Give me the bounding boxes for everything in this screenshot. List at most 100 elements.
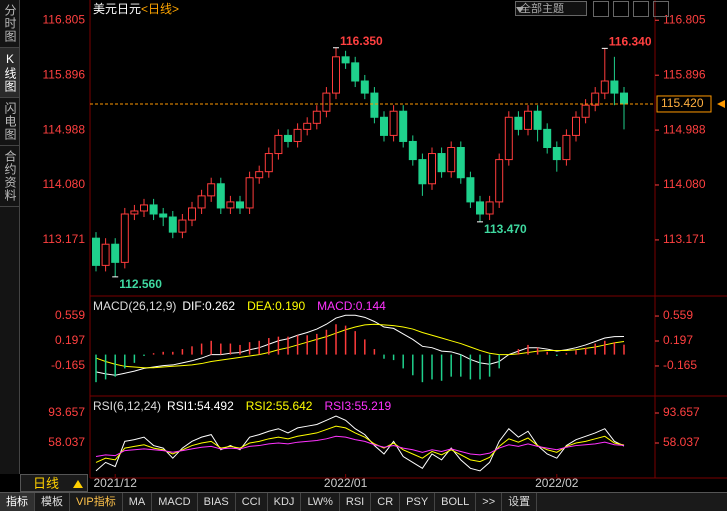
candle-body xyxy=(610,80,619,94)
series-line xyxy=(95,415,625,472)
candle-body xyxy=(360,80,369,94)
annotation-label: 113.470 xyxy=(484,222,527,236)
button[interactable] xyxy=(613,1,629,17)
candle-body xyxy=(524,110,532,130)
candle-body xyxy=(341,56,350,64)
toolbar-item[interactable]: CCI xyxy=(236,493,268,511)
candle-body xyxy=(207,183,216,197)
toolbar-item[interactable]: 设置 xyxy=(502,493,538,511)
y-tick-label: -0.165 xyxy=(663,358,697,372)
y-tick-label: 58.037 xyxy=(48,435,85,449)
window-buttons xyxy=(593,1,669,22)
x-tick-label: 2021/12 xyxy=(94,476,138,490)
toolbar-item[interactable]: 模板 xyxy=(35,493,70,511)
legend-entry: RSI1:54.492 xyxy=(167,399,234,413)
toolbar-item[interactable]: CR xyxy=(371,493,401,511)
toolbar-item[interactable]: BOLL xyxy=(435,493,477,511)
candle-body xyxy=(380,116,388,136)
annotation-label: 116.340 xyxy=(609,35,652,49)
chart-title: 美元日元 xyxy=(93,2,141,16)
candle-body xyxy=(572,116,580,136)
toolbar-item[interactable]: >> xyxy=(476,493,503,511)
candle-body xyxy=(312,110,321,124)
theme-select[interactable]: 全部主题 xyxy=(515,1,587,16)
series-line xyxy=(95,435,625,458)
period-label: 日线 xyxy=(33,476,60,491)
y-tick-label: 0.197 xyxy=(663,333,693,347)
toolbar-item[interactable]: MACD xyxy=(152,493,198,511)
period-tab[interactable]: 日线 xyxy=(20,474,88,492)
side-tab[interactable]: 闪电图 xyxy=(0,98,19,146)
candle-body xyxy=(437,153,446,173)
panel-title: MACD(26,12,9) xyxy=(93,299,176,313)
annotation-label: 116.350 xyxy=(340,34,383,48)
y-tick-label: 93.657 xyxy=(48,405,85,419)
candle-body xyxy=(514,116,523,130)
panel-title: RSI(6,12,24) xyxy=(93,399,161,413)
toolbar-item[interactable]: KDJ xyxy=(268,493,302,511)
sidebar: 分时图 K线图 闪电图 合约资料 xyxy=(0,0,20,474)
current-price-label: 115.420 xyxy=(661,96,704,110)
candle-body xyxy=(447,147,456,173)
button[interactable] xyxy=(633,1,649,17)
toolbar-item[interactable]: VIP指标 xyxy=(70,493,123,511)
candle-body xyxy=(168,216,177,233)
button[interactable] xyxy=(653,1,669,17)
chart: 116.805 116.805 115.896 115.896 114.988 114.9… xyxy=(43,0,727,490)
candle-body xyxy=(197,195,206,209)
legend-entry: DEA:0.190 xyxy=(247,299,305,313)
y-tick-label: 113.171 xyxy=(43,232,86,246)
candle-body xyxy=(428,153,436,185)
side-tab[interactable]: 合约资料 xyxy=(0,146,19,207)
legend-entry: RSI2:55.642 xyxy=(246,399,313,413)
y-tick-label: 116.805 xyxy=(663,12,706,26)
candle-body xyxy=(245,177,254,209)
candle-body xyxy=(130,210,139,215)
y-tick-label: 114.080 xyxy=(43,177,86,191)
button[interactable] xyxy=(593,1,609,17)
toolbar: 指标 模板 VIP指标 MA MACD BIAS CCI KDJ LW% RSI CR PSY BOLL… xyxy=(0,492,727,511)
annotation-label: 112.560 xyxy=(119,277,162,291)
candle-body xyxy=(408,140,417,161)
candle-body xyxy=(504,116,513,161)
candle-body xyxy=(226,201,235,209)
y-tick-label: 0.559 xyxy=(663,308,693,322)
y-tick-label: 116.805 xyxy=(43,12,86,26)
toolbar-item[interactable]: LW% xyxy=(301,493,340,511)
side-tab[interactable]: 分时图 xyxy=(0,0,19,48)
candle-body xyxy=(140,204,148,212)
candle-body xyxy=(178,219,187,233)
y-tick-label: 114.080 xyxy=(663,177,706,191)
candle-body xyxy=(399,110,408,142)
candle-body xyxy=(149,204,158,215)
candle-body xyxy=(303,122,312,130)
candle-body xyxy=(562,134,571,161)
candle-body xyxy=(370,92,379,118)
candle-body xyxy=(533,110,542,130)
candle-body xyxy=(274,134,283,155)
candle-body xyxy=(322,92,331,112)
toolbar-item[interactable]: PSY xyxy=(400,493,436,511)
y-tick-label: 115.896 xyxy=(43,67,86,81)
candle-body xyxy=(591,92,600,106)
caret xyxy=(516,7,524,13)
candle-body xyxy=(495,159,504,203)
candle-body xyxy=(620,92,628,105)
candle-body xyxy=(284,134,292,142)
toolbar-item[interactable]: MA xyxy=(123,493,153,511)
candle-body xyxy=(600,80,609,94)
side-tab[interactable]: K线图 xyxy=(0,48,19,98)
candle-body xyxy=(389,110,398,136)
candle-body xyxy=(159,213,168,218)
toolbar-item[interactable]: BIAS xyxy=(198,493,236,511)
y-tick-label: 115.896 xyxy=(663,67,706,81)
candle-body xyxy=(92,237,100,266)
y-tick-label: 58.037 xyxy=(663,435,700,449)
toolbar-item[interactable]: 指标 xyxy=(0,493,35,511)
legend-entry: RSI3:55.219 xyxy=(324,399,391,413)
candle-body xyxy=(466,177,475,203)
candle-body xyxy=(188,207,196,221)
series-line xyxy=(95,323,625,369)
y-tick-label: 114.988 xyxy=(663,122,706,136)
toolbar-item[interactable]: RSI xyxy=(340,493,372,511)
